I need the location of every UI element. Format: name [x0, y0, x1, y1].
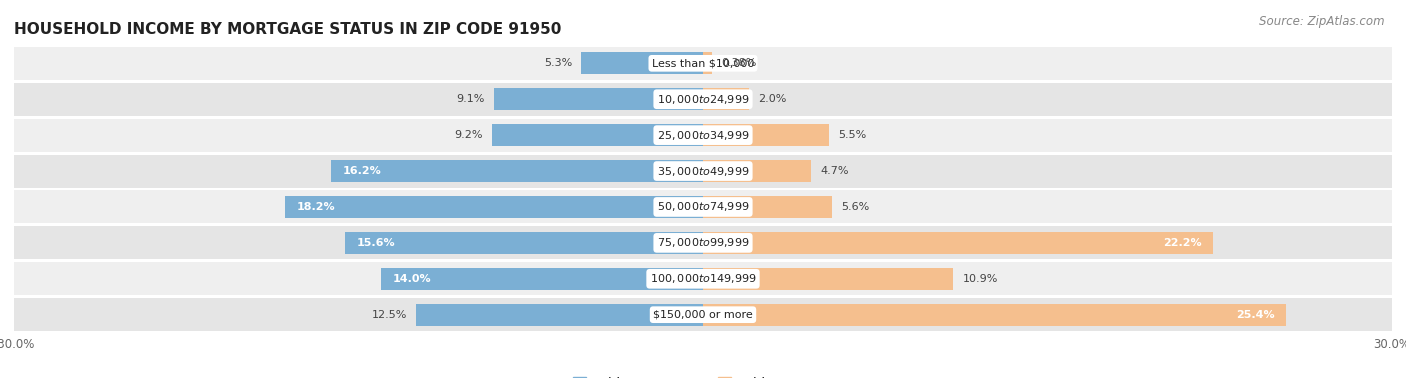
Bar — [330, 160, 703, 182]
Text: $100,000 to $149,999: $100,000 to $149,999 — [650, 272, 756, 285]
Text: 22.2%: 22.2% — [1163, 238, 1201, 248]
Text: 2.0%: 2.0% — [758, 94, 786, 104]
Bar — [14, 155, 1392, 187]
Bar — [581, 52, 703, 74]
Text: 18.2%: 18.2% — [297, 202, 335, 212]
Text: 16.2%: 16.2% — [343, 166, 381, 176]
Bar — [14, 262, 1392, 295]
Text: $35,000 to $49,999: $35,000 to $49,999 — [657, 164, 749, 178]
Bar — [703, 196, 831, 218]
Text: HOUSEHOLD INCOME BY MORTGAGE STATUS IN ZIP CODE 91950: HOUSEHOLD INCOME BY MORTGAGE STATUS IN Z… — [14, 22, 561, 37]
Text: 25.4%: 25.4% — [1236, 310, 1275, 320]
Bar — [703, 124, 830, 146]
Bar — [14, 226, 1392, 259]
Text: 5.6%: 5.6% — [841, 202, 869, 212]
Bar — [285, 196, 703, 218]
Bar — [14, 83, 1392, 116]
Bar — [703, 52, 711, 74]
Bar — [703, 304, 1286, 326]
Legend: Without Mortgage, With Mortgage: Without Mortgage, With Mortgage — [574, 376, 832, 378]
Bar — [14, 119, 1392, 152]
Bar — [703, 268, 953, 290]
Text: 0.38%: 0.38% — [721, 58, 756, 68]
Text: 5.3%: 5.3% — [544, 58, 572, 68]
Bar — [14, 298, 1392, 331]
Text: $25,000 to $34,999: $25,000 to $34,999 — [657, 129, 749, 142]
Bar — [381, 268, 703, 290]
Bar — [14, 47, 1392, 80]
Text: $150,000 or more: $150,000 or more — [654, 310, 752, 320]
Text: 14.0%: 14.0% — [392, 274, 432, 284]
Text: $10,000 to $24,999: $10,000 to $24,999 — [657, 93, 749, 106]
Text: Less than $10,000: Less than $10,000 — [652, 58, 754, 68]
Text: 9.2%: 9.2% — [454, 130, 482, 140]
Text: 4.7%: 4.7% — [820, 166, 849, 176]
Bar — [492, 124, 703, 146]
Text: Source: ZipAtlas.com: Source: ZipAtlas.com — [1260, 15, 1385, 28]
Text: 15.6%: 15.6% — [356, 238, 395, 248]
Text: 12.5%: 12.5% — [371, 310, 406, 320]
Text: 5.5%: 5.5% — [838, 130, 866, 140]
Bar — [703, 232, 1213, 254]
Text: $75,000 to $99,999: $75,000 to $99,999 — [657, 236, 749, 249]
Text: $50,000 to $74,999: $50,000 to $74,999 — [657, 200, 749, 214]
Bar — [344, 232, 703, 254]
Bar — [494, 88, 703, 110]
Text: 9.1%: 9.1% — [457, 94, 485, 104]
Bar — [416, 304, 703, 326]
Bar — [14, 191, 1392, 223]
Bar — [703, 88, 749, 110]
Bar — [703, 160, 811, 182]
Text: 10.9%: 10.9% — [963, 274, 998, 284]
